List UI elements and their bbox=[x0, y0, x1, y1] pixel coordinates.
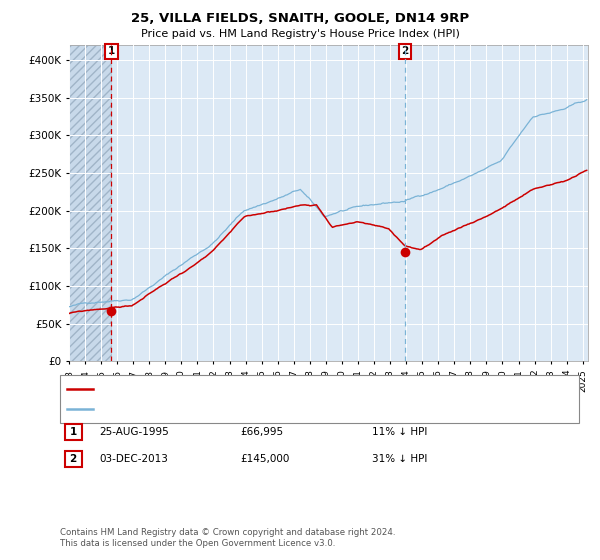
Text: HPI: Average price, detached house, East Riding of Yorkshire: HPI: Average price, detached house, East… bbox=[97, 404, 392, 414]
Text: Contains HM Land Registry data © Crown copyright and database right 2024.
This d: Contains HM Land Registry data © Crown c… bbox=[60, 528, 395, 548]
Text: 25, VILLA FIELDS, SNAITH, GOOLE,  DN14 9RP (detached house): 25, VILLA FIELDS, SNAITH, GOOLE, DN14 9R… bbox=[97, 384, 412, 394]
Text: 25-AUG-1995: 25-AUG-1995 bbox=[99, 427, 169, 437]
Text: 31% ↓ HPI: 31% ↓ HPI bbox=[372, 454, 427, 464]
Text: 2: 2 bbox=[401, 46, 409, 56]
Text: £66,995: £66,995 bbox=[240, 427, 283, 437]
Text: 03-DEC-2013: 03-DEC-2013 bbox=[99, 454, 168, 464]
Bar bbox=[69, 45, 112, 361]
Text: 25, VILLA FIELDS, SNAITH, GOOLE, DN14 9RP: 25, VILLA FIELDS, SNAITH, GOOLE, DN14 9R… bbox=[131, 12, 469, 25]
Text: 11% ↓ HPI: 11% ↓ HPI bbox=[372, 427, 427, 437]
Text: 1: 1 bbox=[108, 46, 115, 56]
Bar bbox=[69, 45, 112, 361]
Text: 1: 1 bbox=[70, 427, 77, 437]
Text: Price paid vs. HM Land Registry's House Price Index (HPI): Price paid vs. HM Land Registry's House … bbox=[140, 29, 460, 39]
Text: 2: 2 bbox=[70, 454, 77, 464]
Text: £145,000: £145,000 bbox=[240, 454, 289, 464]
